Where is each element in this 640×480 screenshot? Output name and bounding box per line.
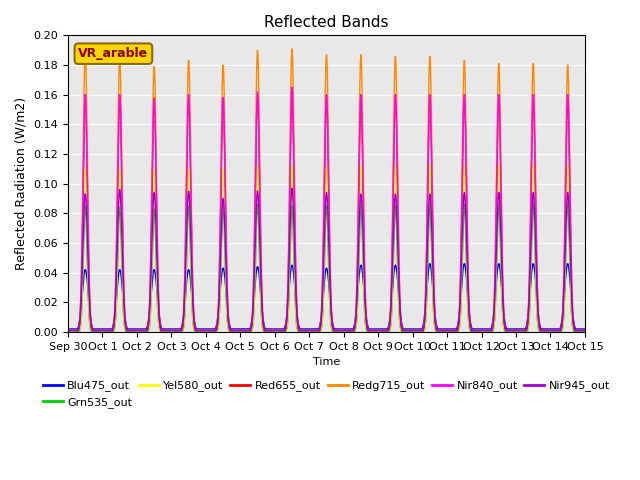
Blu475_out <box>515 326 523 332</box>
Line: Nir945_out: Nir945_out <box>68 188 585 330</box>
Redg715_out <box>515 327 523 333</box>
Blu475_out <box>571 324 579 330</box>
Red655_out <box>288 89 296 95</box>
Yel580_out <box>262 327 270 333</box>
Redg715_out <box>285 238 292 244</box>
Yel580_out <box>581 327 589 333</box>
Red655_out <box>262 327 270 333</box>
X-axis label: Time: Time <box>313 357 340 367</box>
Nir840_out <box>123 327 131 333</box>
Text: VR_arable: VR_arable <box>78 47 148 60</box>
Line: Grn535_out: Grn535_out <box>68 203 585 332</box>
Yel580_out <box>564 161 572 167</box>
Grn535_out <box>581 329 589 335</box>
Nir945_out <box>285 275 292 281</box>
Grn535_out <box>571 329 579 335</box>
Nir945_out <box>64 327 72 333</box>
Nir945_out <box>123 327 131 333</box>
Redg715_out <box>262 327 270 333</box>
Nir945_out <box>154 280 161 286</box>
Line: Blu475_out: Blu475_out <box>68 264 585 329</box>
Line: Redg715_out: Redg715_out <box>68 49 585 330</box>
Redg715_out <box>64 327 72 333</box>
Yel580_out <box>571 327 579 333</box>
Blu475_out <box>64 326 72 332</box>
Blu475_out <box>285 292 292 298</box>
Red655_out <box>123 327 131 333</box>
Red655_out <box>64 327 72 333</box>
Grn535_out <box>64 329 72 335</box>
Red655_out <box>515 327 523 333</box>
Grn535_out <box>123 329 131 335</box>
Nir840_out <box>154 259 161 265</box>
Yel580_out <box>64 327 72 333</box>
Redg715_out <box>123 327 131 333</box>
Yel580_out <box>154 299 161 304</box>
Blu475_out <box>123 325 131 331</box>
Red655_out <box>285 265 292 271</box>
Red655_out <box>581 327 589 333</box>
Red655_out <box>571 327 579 333</box>
Grn535_out <box>564 200 572 206</box>
Nir945_out <box>571 327 579 333</box>
Grn535_out <box>285 303 292 309</box>
Blu475_out <box>581 326 589 332</box>
Nir840_out <box>285 250 292 256</box>
Yel580_out <box>515 327 523 333</box>
Line: Red655_out: Red655_out <box>68 92 585 330</box>
Grn535_out <box>515 329 523 335</box>
Redg715_out <box>571 327 579 333</box>
Nir945_out <box>288 185 296 191</box>
Nir840_out <box>262 327 270 333</box>
Nir840_out <box>64 327 72 333</box>
Redg715_out <box>288 46 296 52</box>
Grn535_out <box>154 306 161 312</box>
Nir945_out <box>515 327 523 333</box>
Nir840_out <box>571 327 579 333</box>
Redg715_out <box>581 327 589 333</box>
Blu475_out <box>154 296 161 301</box>
Line: Yel580_out: Yel580_out <box>68 164 585 330</box>
Blu475_out <box>262 326 270 332</box>
Grn535_out <box>262 329 270 335</box>
Red655_out <box>154 272 161 278</box>
Nir945_out <box>581 327 589 333</box>
Line: Nir840_out: Nir840_out <box>68 87 585 330</box>
Redg715_out <box>154 250 161 255</box>
Yel580_out <box>285 295 292 300</box>
Nir945_out <box>262 327 270 333</box>
Title: Reflected Bands: Reflected Bands <box>264 15 388 30</box>
Nir840_out <box>581 327 589 333</box>
Blu475_out <box>564 261 572 266</box>
Nir840_out <box>515 327 523 333</box>
Y-axis label: Reflected Radiation (W/m2): Reflected Radiation (W/m2) <box>15 97 28 270</box>
Nir840_out <box>288 84 296 90</box>
Yel580_out <box>123 327 131 333</box>
Legend: Blu475_out, Grn535_out, Yel580_out, Red655_out, Redg715_out, Nir840_out, Nir945_: Blu475_out, Grn535_out, Yel580_out, Red6… <box>38 376 614 412</box>
